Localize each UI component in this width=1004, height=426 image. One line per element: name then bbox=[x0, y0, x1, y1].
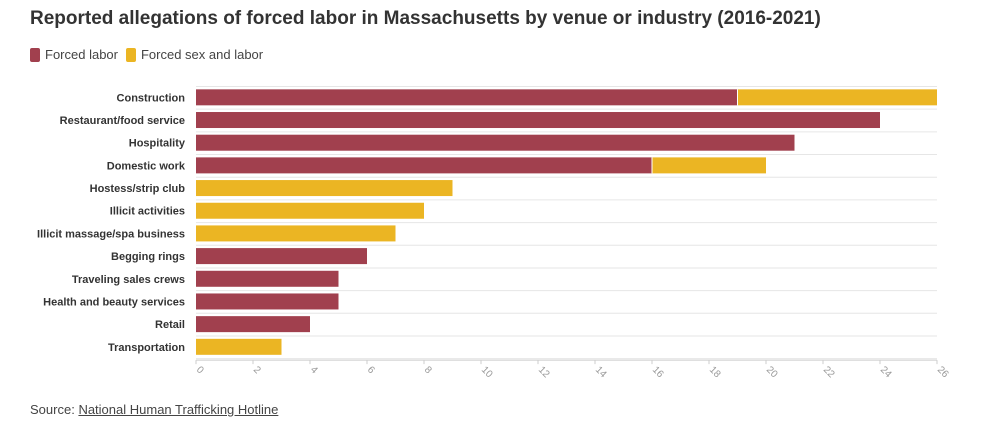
x-tick-label: 4 bbox=[308, 365, 320, 377]
category-label: Domestic work bbox=[107, 160, 186, 172]
legend: Forced labor Forced sex and labor bbox=[30, 47, 271, 62]
bar-forced-labor bbox=[196, 112, 880, 129]
bar-forced-sex-and-labor bbox=[652, 157, 766, 174]
x-tick-label: 16 bbox=[650, 365, 666, 381]
x-tick-label: 22 bbox=[821, 365, 837, 381]
category-label: Illicit massage/spa business bbox=[37, 228, 185, 240]
category-label: Traveling sales crews bbox=[72, 274, 185, 286]
legend-swatch-forced-sex-and-labor bbox=[125, 47, 136, 62]
chart-title: Reported allegations of forced labor in … bbox=[30, 8, 821, 29]
x-tick-label: 14 bbox=[593, 365, 609, 381]
bar-forced-labor bbox=[196, 270, 339, 287]
x-tick-label: 20 bbox=[764, 365, 780, 381]
category-label: Retail bbox=[155, 319, 185, 331]
category-label: Transportation bbox=[108, 342, 185, 354]
source-link[interactable]: National Human Trafficking Hotline bbox=[78, 402, 279, 417]
legend-label-forced-sex-and-labor: Forced sex and labor bbox=[140, 47, 264, 62]
bar-forced-sex-and-labor bbox=[737, 89, 937, 106]
bar-forced-sex-and-labor bbox=[196, 180, 453, 197]
bar-forced-sex-and-labor bbox=[196, 202, 424, 219]
legend-item-forced-sex-and-labor: Forced sex and labor bbox=[125, 47, 264, 62]
bar-forced-sex-and-labor bbox=[196, 225, 396, 242]
legend-label-forced-labor: Forced labor bbox=[45, 47, 118, 62]
bar-forced-labor bbox=[196, 316, 310, 333]
legend-swatch-forced-labor bbox=[30, 47, 40, 62]
bar-forced-labor bbox=[196, 293, 339, 310]
category-label: Construction bbox=[117, 92, 186, 104]
legend-item-forced-labor: Forced labor bbox=[30, 47, 118, 62]
bar-forced-sex-and-labor bbox=[196, 338, 282, 355]
x-tick-label: 24 bbox=[878, 365, 894, 381]
category-label: Begging rings bbox=[111, 251, 185, 263]
x-tick-label: 18 bbox=[707, 365, 723, 381]
category-label: Hostess/strip club bbox=[90, 183, 186, 195]
bar-forced-labor bbox=[196, 89, 738, 106]
source-label: Source: bbox=[30, 402, 75, 417]
x-tick-label: 6 bbox=[365, 365, 377, 377]
x-tick-label: 12 bbox=[536, 365, 552, 381]
category-label: Illicit activities bbox=[110, 206, 185, 218]
category-label: Hospitality bbox=[129, 138, 186, 150]
bar-forced-labor bbox=[196, 134, 795, 151]
x-tick-label: 10 bbox=[479, 365, 495, 381]
x-tick-label: 8 bbox=[422, 365, 434, 377]
source-note: Source: National Human Trafficking Hotli… bbox=[30, 402, 278, 417]
x-tick-label: 26 bbox=[935, 365, 951, 381]
x-tick-label: 0 bbox=[194, 365, 206, 377]
bar-forced-labor bbox=[196, 157, 652, 174]
category-label: Restaurant/food service bbox=[60, 115, 185, 127]
bar-forced-labor bbox=[196, 248, 367, 265]
x-tick-label: 2 bbox=[251, 365, 263, 377]
category-label: Health and beauty services bbox=[43, 296, 185, 308]
